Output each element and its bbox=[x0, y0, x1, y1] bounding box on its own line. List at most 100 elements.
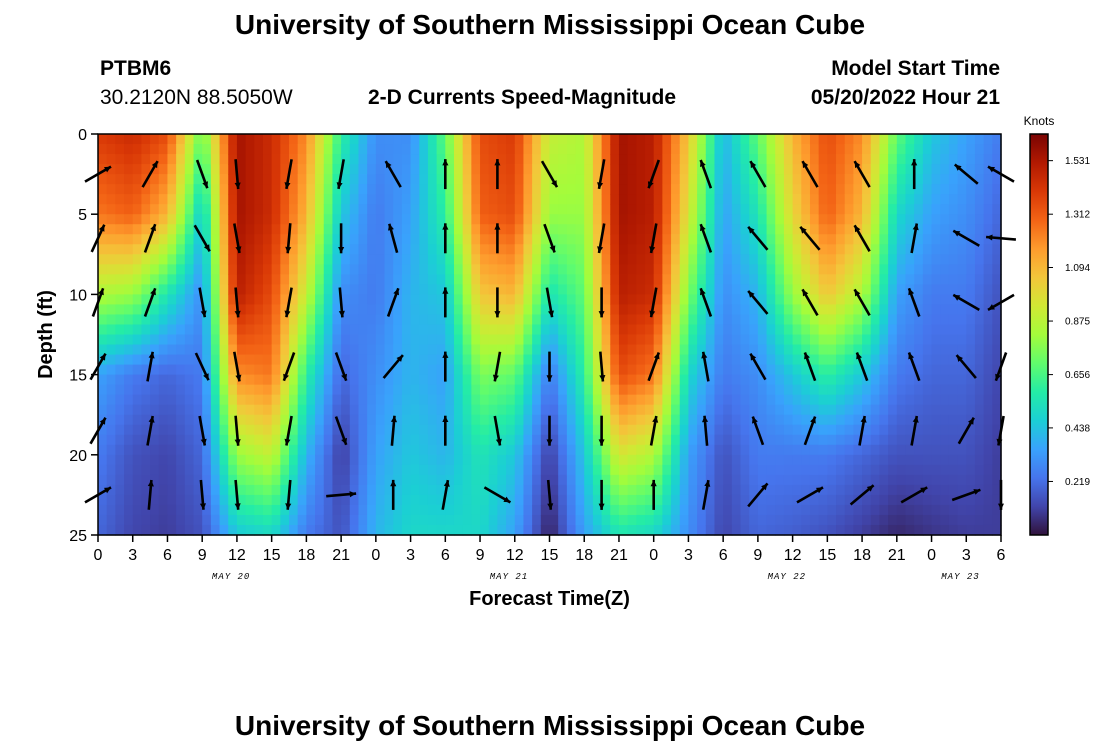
heatmap-cell bbox=[584, 394, 594, 406]
heatmap-cell bbox=[740, 224, 750, 235]
heatmap-cell bbox=[514, 244, 525, 255]
heatmap-cell bbox=[879, 314, 889, 326]
heatmap-cell bbox=[167, 174, 177, 185]
heatmap-cell bbox=[922, 144, 933, 155]
heatmap-cell bbox=[671, 524, 681, 536]
heatmap-cell bbox=[462, 154, 472, 165]
heatmap-cell bbox=[757, 314, 768, 326]
heatmap-cell bbox=[931, 394, 941, 406]
heatmap-cell bbox=[228, 234, 238, 245]
heatmap-cell bbox=[453, 384, 464, 396]
heatmap-cell bbox=[601, 404, 611, 416]
heatmap-cell bbox=[818, 304, 828, 316]
heatmap-cell bbox=[453, 214, 464, 225]
heatmap-cell bbox=[367, 254, 377, 265]
heatmap-cell bbox=[723, 354, 733, 366]
heatmap-cell bbox=[592, 354, 603, 366]
heatmap-cell bbox=[236, 344, 247, 356]
heatmap-cell bbox=[592, 344, 603, 356]
heatmap-cell bbox=[297, 354, 307, 366]
heatmap-cell bbox=[671, 514, 681, 526]
heatmap-cell bbox=[254, 234, 264, 245]
heatmap-cell bbox=[184, 214, 195, 225]
heatmap-cell bbox=[245, 524, 255, 536]
heatmap-cell bbox=[523, 144, 533, 155]
heatmap-cell bbox=[141, 414, 151, 426]
heatmap-cell bbox=[914, 314, 924, 326]
heatmap-cell bbox=[532, 384, 542, 396]
current-vector bbox=[483, 486, 512, 504]
heatmap-cell bbox=[705, 324, 716, 336]
heatmap-cell bbox=[809, 434, 820, 446]
heatmap-cell bbox=[914, 194, 924, 205]
heatmap-cell bbox=[106, 374, 116, 386]
heatmap-cell bbox=[445, 464, 455, 476]
heatmap-cell bbox=[532, 184, 542, 195]
heatmap-cell bbox=[697, 144, 707, 155]
heatmap-cell bbox=[827, 434, 837, 446]
heatmap-cell bbox=[974, 394, 985, 406]
heatmap-cell bbox=[367, 364, 377, 376]
heatmap-cell bbox=[358, 414, 368, 426]
heatmap-cell bbox=[306, 404, 316, 416]
heatmap-cell bbox=[931, 254, 941, 265]
heatmap-cell bbox=[540, 474, 551, 486]
heatmap-cell bbox=[575, 314, 585, 326]
heatmap-cell bbox=[775, 514, 785, 526]
heatmap-cell bbox=[879, 524, 889, 536]
heatmap-cell bbox=[445, 494, 455, 506]
heatmap-cell bbox=[375, 424, 386, 436]
heatmap-cell bbox=[836, 184, 846, 195]
heatmap-cell bbox=[627, 374, 637, 386]
heatmap-cell bbox=[245, 514, 255, 526]
heatmap-cell bbox=[262, 214, 273, 225]
heatmap-cell bbox=[280, 244, 290, 255]
heatmap-cell bbox=[653, 354, 663, 366]
heatmap-cell bbox=[384, 524, 394, 536]
heatmap-cell bbox=[471, 284, 481, 296]
heatmap-cell bbox=[818, 524, 828, 536]
heatmap-cell bbox=[549, 204, 559, 215]
heatmap-cell bbox=[688, 244, 698, 255]
y-axis-label: Depth (ft) bbox=[35, 290, 57, 379]
heatmap-cell bbox=[740, 484, 750, 496]
heatmap-cell bbox=[671, 314, 681, 326]
heatmap-cell bbox=[618, 304, 629, 316]
heatmap-cell bbox=[471, 274, 481, 285]
heatmap-cell bbox=[262, 364, 273, 376]
heatmap-cell bbox=[271, 454, 281, 466]
heatmap-cell bbox=[184, 194, 195, 205]
heatmap-cell bbox=[210, 184, 221, 195]
heatmap-cell bbox=[905, 464, 915, 476]
heatmap-cell bbox=[384, 184, 394, 195]
heatmap-cell bbox=[193, 194, 203, 205]
heatmap-cell bbox=[957, 404, 967, 416]
heatmap-cell bbox=[419, 144, 429, 155]
heatmap-cell bbox=[115, 224, 125, 235]
heatmap-cell bbox=[645, 274, 655, 285]
heatmap-cell bbox=[948, 234, 959, 245]
heatmap-cell bbox=[896, 484, 907, 496]
heatmap-cell bbox=[158, 194, 169, 205]
heatmap-cell bbox=[749, 384, 759, 396]
heatmap-cell bbox=[506, 244, 516, 255]
heatmap-cell bbox=[124, 284, 134, 296]
heatmap-cell bbox=[879, 434, 889, 446]
heatmap-cell bbox=[601, 494, 611, 506]
heatmap-cell bbox=[289, 324, 299, 336]
heatmap-cell bbox=[384, 334, 394, 346]
heatmap-cell bbox=[905, 214, 915, 225]
heatmap-cell bbox=[497, 164, 507, 175]
heatmap-cell bbox=[905, 494, 915, 506]
heatmap-cell bbox=[315, 464, 325, 476]
heatmap-cell bbox=[436, 364, 446, 376]
heatmap-cell bbox=[818, 154, 828, 165]
heatmap-cell bbox=[575, 524, 585, 536]
heatmap-cell bbox=[271, 434, 281, 446]
heatmap-cell bbox=[627, 524, 637, 536]
heatmap-cell bbox=[306, 204, 316, 215]
heatmap-cell bbox=[688, 364, 698, 376]
heatmap-cell bbox=[983, 264, 993, 275]
heatmap-cell bbox=[176, 364, 186, 376]
heatmap-cell bbox=[471, 154, 481, 165]
